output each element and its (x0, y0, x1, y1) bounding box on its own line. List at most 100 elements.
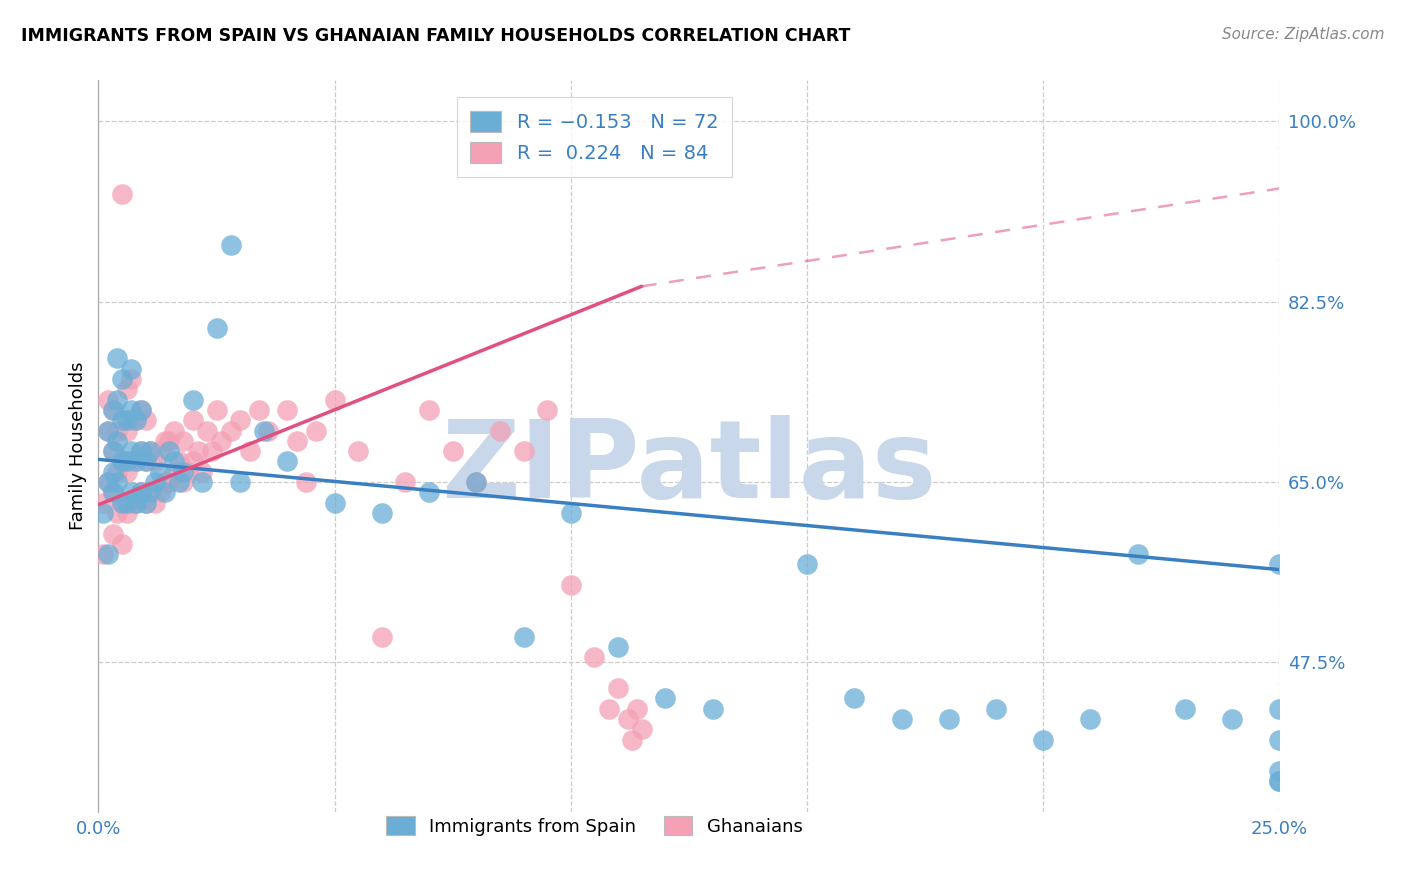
Point (465, 475, 488, 489)
Point (195, 424, 218, 438)
Point (111, 372, 134, 386)
Point (129, 485, 152, 500)
Point (135, 496, 157, 510)
Point (125, 454, 148, 468)
Point (163, 424, 186, 438)
Point (630, 723, 652, 737)
Point (97, 424, 120, 438)
Point (97, 424, 120, 438)
Point (163, 465, 186, 479)
Point (153, 434, 176, 448)
Point (938, 712, 960, 726)
Point (115, 454, 138, 468)
Point (598, 702, 620, 716)
Point (323, 392, 346, 407)
Point (105, 506, 128, 520)
Point (276, 403, 298, 417)
Point (607, 640, 630, 654)
Point (512, 630, 534, 644)
Point (1032, 732, 1054, 747)
Point (97, 392, 120, 407)
Point (247, 403, 270, 417)
Point (181, 413, 204, 427)
Point (101, 485, 124, 500)
Point (111, 537, 134, 551)
Point (91, 496, 114, 510)
Point (418, 485, 440, 500)
Point (1268, 732, 1291, 747)
Point (129, 444, 152, 458)
Point (101, 526, 124, 541)
Point (229, 475, 252, 489)
Point (172, 465, 194, 479)
Point (125, 454, 148, 468)
Point (149, 465, 172, 479)
Point (229, 413, 252, 427)
Point (276, 454, 298, 468)
Point (111, 496, 134, 510)
Point (111, 413, 134, 427)
Point (371, 630, 394, 644)
Point (143, 496, 166, 510)
Point (512, 444, 534, 458)
Point (91, 547, 114, 561)
Point (177, 465, 200, 479)
Point (157, 434, 180, 448)
Point (121, 454, 143, 468)
Point (121, 372, 143, 386)
Point (253, 424, 276, 438)
Point (1268, 773, 1291, 788)
Point (97, 547, 120, 561)
Point (121, 413, 143, 427)
Point (219, 238, 242, 252)
Point (191, 475, 214, 489)
Point (111, 454, 134, 468)
Point (139, 485, 162, 500)
Text: Source: ZipAtlas.com: Source: ZipAtlas.com (1222, 27, 1385, 42)
Point (153, 485, 176, 500)
Point (560, 578, 582, 592)
Point (394, 475, 416, 489)
Point (101, 444, 124, 458)
Point (371, 506, 394, 520)
Point (149, 485, 172, 500)
Point (129, 485, 152, 500)
Point (105, 434, 128, 448)
Point (1174, 702, 1197, 716)
Point (201, 444, 224, 458)
Point (111, 186, 134, 201)
Point (135, 496, 157, 510)
Point (115, 465, 138, 479)
Point (172, 434, 194, 448)
Point (890, 712, 912, 726)
Point (125, 496, 148, 510)
Point (239, 444, 262, 458)
Point (465, 475, 488, 489)
Point (844, 691, 866, 706)
Point (91, 506, 114, 520)
Point (1080, 712, 1102, 726)
Point (583, 650, 606, 665)
Point (97, 475, 120, 489)
Point (702, 702, 724, 716)
Point (441, 444, 464, 458)
Point (181, 454, 204, 468)
Point (105, 392, 128, 407)
Point (560, 506, 582, 520)
Point (139, 485, 162, 500)
Point (101, 403, 124, 417)
Point (205, 403, 228, 417)
Point (105, 465, 128, 479)
Point (125, 496, 148, 510)
Point (129, 403, 152, 417)
Point (621, 732, 644, 747)
Text: IMMIGRANTS FROM SPAIN VS GHANAIAN FAMILY HOUSEHOLDS CORRELATION CHART: IMMIGRANTS FROM SPAIN VS GHANAIAN FAMILY… (21, 27, 851, 45)
Point (143, 454, 166, 468)
Point (323, 496, 346, 510)
Point (135, 413, 157, 427)
Point (205, 320, 228, 334)
Point (139, 444, 162, 458)
Point (121, 496, 143, 510)
Point (129, 403, 152, 417)
Y-axis label: Family Households: Family Households (69, 362, 87, 530)
